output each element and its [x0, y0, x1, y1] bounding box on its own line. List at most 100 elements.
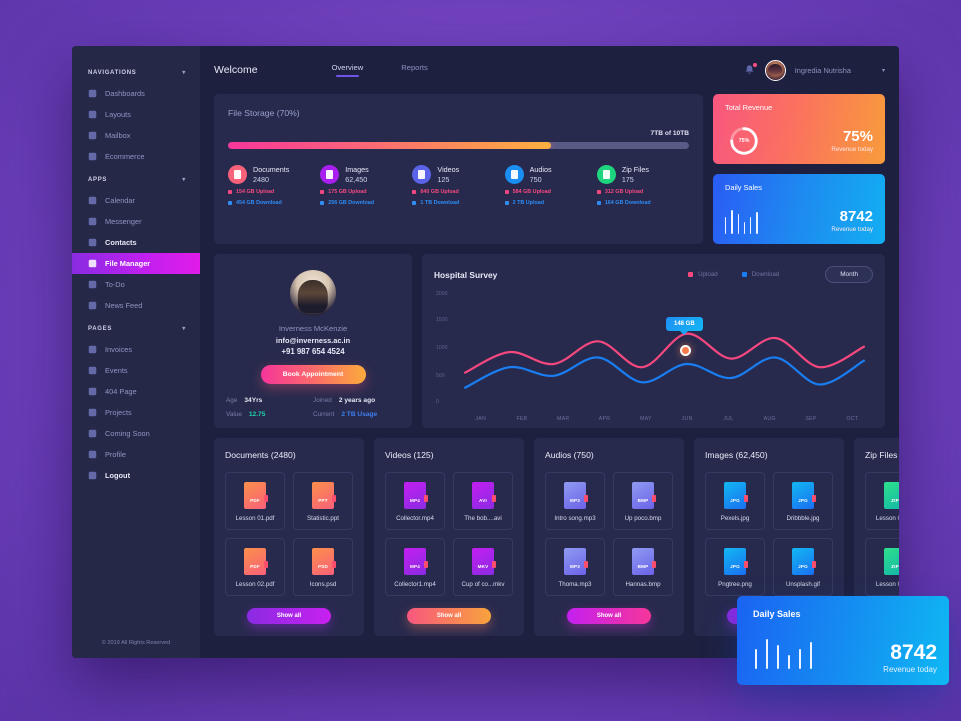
- file-name: Up poco.bmp: [624, 515, 662, 522]
- sidebar-section-header: PAGES ▾: [72, 316, 200, 339]
- sidebar-item-label: To-Do: [105, 280, 125, 289]
- file-type-item[interactable]: Zip Files 175 312 GB Upload 164 GB Download: [596, 165, 689, 206]
- sidebar: NAVIGATIONS ▾ Dashboards Layouts Mailbox Ecom…: [72, 46, 200, 658]
- show-all-button[interactable]: Show all: [567, 608, 651, 624]
- file-tile[interactable]: MP3 Intro song.mp3: [545, 472, 605, 530]
- show-all-button[interactable]: Show all: [247, 608, 331, 624]
- file-type-icon: [504, 165, 524, 185]
- x-tick: MAY: [639, 416, 652, 422]
- file-type-count: 175: [621, 175, 634, 185]
- sidebar-item-coming-soon[interactable]: Coming Soon: [72, 423, 200, 444]
- file-extension: ZIP: [891, 564, 899, 569]
- file-tile[interactable]: JPG Pngtree.png: [705, 538, 765, 596]
- file-type-download: 256 GB Download: [320, 200, 412, 206]
- content: File Storage (70%) 7TB of 10TB Documents…: [200, 94, 899, 650]
- sidebar-item-profile[interactable]: Profile: [72, 444, 200, 465]
- sidebar-item-label: Coming Soon: [105, 429, 150, 438]
- contacts-icon: [88, 238, 97, 247]
- file-tile[interactable]: JPG Dribbble.jpg: [773, 472, 833, 530]
- range-month-button[interactable]: Month: [825, 266, 873, 283]
- file-tile[interactable]: BMP Up poco.bmp: [613, 472, 673, 530]
- chevron-down-icon[interactable]: ▾: [182, 326, 186, 332]
- file-extension: PDF: [250, 564, 260, 569]
- file-type-item[interactable]: Videos 125 840 GB Upload 1 TB Download: [412, 165, 504, 206]
- file-thumbnail-icon: JPG: [724, 482, 748, 509]
- file-tile[interactable]: PDF Lesson 01.pdf: [225, 472, 285, 530]
- file-thumbnail-icon: ZIP: [884, 482, 899, 509]
- file-tile[interactable]: PSD Icons.psd: [293, 538, 353, 596]
- file-tile[interactable]: MP3 Thoma.mp3: [545, 538, 605, 596]
- row-profile-chart: Inverness McKenzie info@inverness.ac.in …: [214, 254, 885, 428]
- book-appointment-button[interactable]: Book Appointment: [260, 365, 366, 384]
- file-tile[interactable]: MP4 Collector.mp4: [385, 472, 445, 530]
- sidebar-item-layouts[interactable]: Layouts: [72, 104, 200, 125]
- file-thumbnail-icon: JPG: [724, 548, 748, 575]
- file-tile[interactable]: ZIP Lesson 05.zip: [865, 538, 899, 596]
- sidebar-item-calendar[interactable]: Calendar: [72, 190, 200, 211]
- sidebar-item-404-page[interactable]: 404 Page: [72, 381, 200, 402]
- sidebar-item-label: 404 Page: [105, 387, 137, 396]
- sidebar-item-to-do[interactable]: To-Do: [72, 274, 200, 295]
- file-grid: PDF Lesson 01.pdf PPT Statistic.ppt PDF Lesso…: [225, 472, 353, 596]
- file-tile[interactable]: PDF Lesson 02.pdf: [225, 538, 285, 596]
- layout-icon: [88, 110, 97, 119]
- chevron-down-icon[interactable]: ▾: [182, 177, 186, 183]
- file-thumbnail-icon: JPG: [792, 482, 816, 509]
- file-type-name: Images: [345, 165, 369, 174]
- y-tick: 1500: [436, 317, 448, 323]
- tab-reports[interactable]: Reports: [401, 63, 428, 72]
- file-tile[interactable]: BMP Hannas.bmp: [613, 538, 673, 596]
- x-tick: JUN: [681, 416, 693, 422]
- header-actions: Ingredia Nutrisha ▾: [743, 59, 885, 81]
- file-type-item[interactable]: Documents 2480 154 GB Upload 454 GB Downloa…: [228, 165, 320, 206]
- file-tile[interactable]: MP4 Collector1.mp4: [385, 538, 445, 596]
- file-thumbnail-icon: ZIP: [884, 548, 899, 575]
- sidebar-item-projects[interactable]: Projects: [72, 402, 200, 423]
- file-tile[interactable]: MKV Cup of co...mkv: [453, 538, 513, 596]
- sidebar-item-file-manager[interactable]: File Manager: [72, 253, 200, 274]
- sidebar-item-logout[interactable]: Logout: [72, 465, 200, 486]
- file-tile[interactable]: JPG Unsplash.gif: [773, 538, 833, 596]
- y-tick: 2000: [436, 291, 448, 297]
- sidebar-item-dashboards[interactable]: Dashboards: [72, 83, 200, 104]
- file-tile[interactable]: ZIP Lesson 03.zip: [865, 472, 899, 530]
- sidebar-item-news-feed[interactable]: News Feed: [72, 295, 200, 316]
- file-tile[interactable]: PPT Statistic.ppt: [293, 472, 353, 530]
- sidebar-item-invoices[interactable]: Invoices: [72, 339, 200, 360]
- file-extension: MP3: [569, 564, 581, 569]
- file-category-card: Documents (2480) PDF Lesson 01.pdf PPT Stati…: [214, 438, 364, 636]
- file-extension: PPT: [318, 498, 328, 503]
- stat-value: 12.75: [248, 411, 266, 418]
- legend-item-download: Download: [741, 271, 779, 278]
- file-grid: MP4 Collector.mp4 AVI The bob....avi MP4 Coll…: [385, 472, 513, 596]
- chevron-down-icon[interactable]: ▾: [182, 70, 186, 76]
- file-type-name: Documents: [253, 165, 290, 174]
- daily-sales-card: Daily Sales 8742 Revenue today: [713, 174, 885, 244]
- person-icon: [88, 450, 97, 459]
- file-type-upload: 840 GB Upload: [412, 189, 504, 195]
- file-tile[interactable]: JPG Pexels.jpg: [705, 472, 765, 530]
- chevron-down-icon[interactable]: ▾: [881, 67, 885, 74]
- x-tick: OCT: [846, 416, 859, 422]
- file-type-item[interactable]: Audios 750 584 GB Upload 2 TB Upload: [504, 165, 597, 206]
- file-thumbnail-icon: MP3: [564, 482, 588, 509]
- avatar[interactable]: [764, 59, 786, 81]
- sidebar-item-contacts[interactable]: Contacts: [72, 232, 200, 253]
- file-tile[interactable]: AVI The bob....avi: [453, 472, 513, 530]
- file-extension: BMP: [637, 498, 649, 503]
- file-extension: MP3: [569, 498, 581, 503]
- floating-sales-title: Daily Sales: [753, 609, 801, 619]
- sidebar-item-mailbox[interactable]: Mailbox: [72, 125, 200, 146]
- tab-overview[interactable]: Overview: [332, 63, 363, 77]
- sidebar-item-events[interactable]: Events: [72, 360, 200, 381]
- file-name: Lesson 03.zip: [875, 515, 899, 522]
- file-type-item[interactable]: Images 62,450 175 GB Upload 256 GB Download: [320, 165, 412, 206]
- file-name: Lesson 02.pdf: [235, 581, 275, 588]
- chart-tooltip: 148 GB: [666, 317, 703, 331]
- notifications-icon[interactable]: [743, 62, 757, 77]
- stat-key: Age: [226, 397, 238, 404]
- show-all-button[interactable]: Show all: [407, 608, 491, 624]
- sidebar-item-ecommerce[interactable]: Ecommerce: [72, 146, 200, 167]
- revenue-donut-chart: 75%: [727, 124, 761, 158]
- sidebar-item-messenger[interactable]: Messenger: [72, 211, 200, 232]
